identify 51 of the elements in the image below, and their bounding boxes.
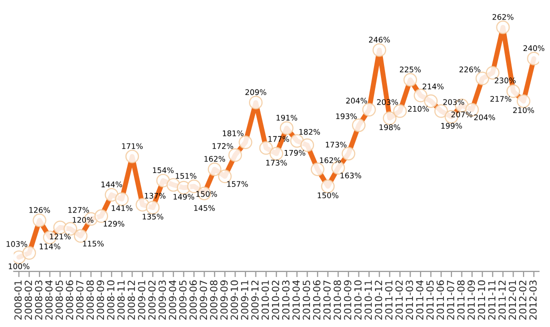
x-tick-label: 2009-10: [230, 280, 238, 320]
x-tick-label: 2009-12: [251, 280, 259, 320]
x-tick-label: 2011-09: [468, 280, 475, 320]
x-tick-label: 2008-12: [128, 280, 136, 320]
x-tick-label: 2009-03: [158, 280, 166, 320]
x-tick-label: 2011-03: [406, 280, 414, 320]
x-tick-label: 2009-06: [189, 280, 197, 320]
x-tick-label: 2011-07: [446, 280, 454, 320]
x-tick-label: 2010-07: [323, 280, 331, 320]
x-tick-label: 2008-04: [45, 280, 53, 320]
x-tick-label: 2010-06: [313, 280, 320, 320]
x-tick-label: 2012-03: [529, 280, 537, 320]
x-tick-label: 2010-02: [272, 280, 280, 320]
x-tick-label: 2011-02: [395, 280, 403, 320]
x-tick-label: 2008-08: [86, 280, 94, 320]
x-tick-label: 2011-05: [426, 280, 434, 320]
x-tick-label: 2010-05: [302, 280, 310, 320]
x-tick-label: 2010-10: [354, 280, 362, 320]
x-tick-label: 2008-07: [76, 280, 84, 320]
x-tick-label: 2008-11: [117, 280, 125, 320]
x-tick-label: 2009-11: [240, 280, 248, 320]
x-tick-label: 2008-05: [56, 280, 63, 320]
x-tick-label: 2011-01: [385, 280, 392, 320]
x-tick-label: 2010-08: [334, 280, 341, 320]
x-tick-label: 2009-07: [200, 280, 208, 320]
x-tick-label: 2011-06: [436, 280, 444, 320]
x-tick-label: 2009-01: [138, 280, 146, 320]
x-tick-label: 2008-01: [14, 280, 22, 320]
x-tick-label: 2008-02: [24, 280, 32, 320]
x-tick-label: 2009-08: [210, 280, 218, 320]
x-tick-label: 2011-11: [488, 280, 496, 320]
x-tick-label: 2008-10: [107, 280, 114, 320]
x-tick-label: 2010-04: [292, 280, 300, 320]
x-tick-label: 2012-02: [519, 280, 526, 320]
x-tick-label: 2010-03: [282, 280, 290, 320]
x-tick-label: 2011-12: [498, 280, 506, 320]
x-tick-label: 2010-09: [344, 280, 352, 320]
x-tick-label: 2012-01: [508, 280, 516, 320]
x-tick-label: 2008-06: [66, 280, 74, 320]
x-tick-label: 2008-09: [96, 280, 104, 320]
x-tick-label: 2011-04: [416, 280, 424, 320]
x-tick-label: 2011-10: [478, 280, 486, 320]
x-tick-label: 2009-05: [179, 280, 187, 320]
x-tick-label: 2009-09: [220, 280, 228, 320]
x-tick-label: 2010-12: [374, 280, 382, 320]
x-tick-label: 2011-08: [457, 280, 465, 320]
x-tick-label: 2008-03: [34, 280, 42, 320]
x-tick-label: 2009-04: [168, 280, 176, 320]
x-tick-label: 2009-02: [148, 280, 156, 320]
x-tick-label: 2010-11: [364, 280, 372, 320]
x-tick-label: 2010-01: [262, 280, 269, 320]
